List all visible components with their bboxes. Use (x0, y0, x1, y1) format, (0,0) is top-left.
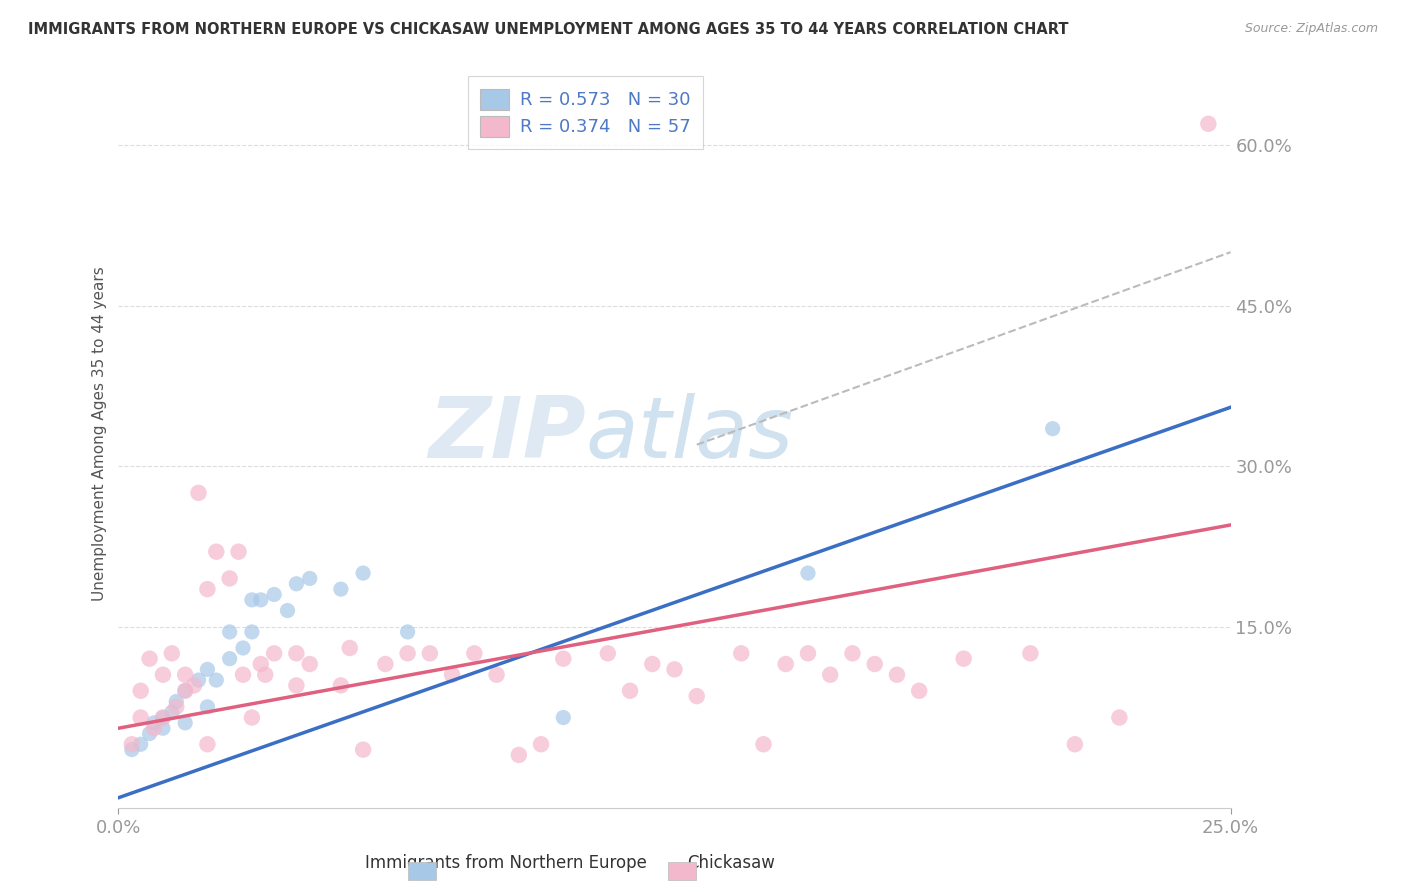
Legend: R = 0.573   N = 30, R = 0.374   N = 57: R = 0.573 N = 30, R = 0.374 N = 57 (468, 76, 703, 150)
Point (218, 571, 240, 585)
Point (232, 640, 254, 655)
Point (952, 651, 974, 665)
Point (205, 673, 228, 687)
Point (240, 710, 263, 724)
Point (553, 710, 575, 724)
Point (686, 689, 709, 703)
Point (263, 587, 285, 601)
Point (863, 657, 886, 671)
Point (152, 710, 174, 724)
Point (797, 566, 820, 580)
Point (352, 742, 374, 756)
Point (187, 673, 209, 687)
Point (752, 737, 775, 751)
Point (129, 737, 152, 751)
Point (232, 667, 254, 681)
Point (285, 646, 308, 660)
Point (797, 646, 820, 660)
Point (818, 667, 841, 681)
Point (165, 694, 187, 708)
Point (298, 657, 321, 671)
Text: Immigrants from Northern Europe: Immigrants from Northern Europe (366, 855, 647, 872)
Point (218, 624, 240, 639)
Point (129, 710, 152, 724)
Point (174, 715, 197, 730)
Point (596, 646, 619, 660)
Text: ZIP: ZIP (427, 392, 585, 475)
Text: atlas: atlas (585, 392, 793, 475)
Point (205, 544, 228, 558)
Point (664, 662, 686, 676)
Point (619, 683, 641, 698)
Point (152, 710, 174, 724)
Point (121, 737, 143, 751)
Point (339, 640, 361, 655)
Point (352, 566, 374, 580)
Point (1042, 422, 1064, 436)
Text: Chickasaw: Chickasaw (688, 855, 775, 872)
Point (228, 544, 250, 558)
Point (197, 737, 219, 751)
Point (441, 667, 464, 681)
Point (396, 624, 419, 639)
Point (641, 657, 664, 671)
Point (285, 678, 308, 692)
Point (298, 571, 321, 585)
Text: Source: ZipAtlas.com: Source: ZipAtlas.com (1244, 22, 1378, 36)
Point (121, 742, 143, 756)
Point (730, 646, 752, 660)
Point (187, 486, 209, 500)
Point (285, 576, 308, 591)
Y-axis label: Unemployment Among Ages 35 to 44 years: Unemployment Among Ages 35 to 44 years (93, 267, 107, 601)
Point (240, 624, 263, 639)
Point (152, 721, 174, 735)
Point (129, 683, 152, 698)
Point (218, 651, 240, 665)
Text: IMMIGRANTS FROM NORTHERN EUROPE VS CHICKASAW UNEMPLOYMENT AMONG AGES 35 TO 44 YE: IMMIGRANTS FROM NORTHERN EUROPE VS CHICK… (28, 22, 1069, 37)
Point (485, 667, 508, 681)
Point (374, 657, 396, 671)
Point (396, 646, 419, 660)
Point (165, 699, 187, 714)
Point (1019, 646, 1042, 660)
Point (1064, 737, 1087, 751)
Point (463, 646, 485, 660)
Point (1197, 117, 1219, 131)
Point (197, 582, 219, 596)
Point (143, 715, 166, 730)
Point (841, 646, 863, 660)
Point (329, 678, 352, 692)
Point (329, 582, 352, 596)
Point (908, 683, 931, 698)
Point (174, 683, 197, 698)
Point (263, 646, 285, 660)
Point (183, 678, 205, 692)
Point (886, 667, 908, 681)
Point (174, 683, 197, 698)
Point (143, 721, 166, 735)
Point (419, 646, 441, 660)
Point (775, 657, 797, 671)
Point (254, 667, 277, 681)
Point (530, 737, 553, 751)
Point (138, 651, 160, 665)
Point (249, 657, 271, 671)
Point (152, 667, 174, 681)
Point (508, 747, 530, 762)
Point (160, 646, 183, 660)
Point (138, 726, 160, 740)
Point (553, 651, 575, 665)
Point (240, 592, 263, 607)
Point (174, 667, 197, 681)
Point (276, 603, 298, 617)
Point (1108, 710, 1130, 724)
Point (197, 699, 219, 714)
Point (160, 705, 183, 719)
Point (249, 592, 271, 607)
Point (197, 662, 219, 676)
